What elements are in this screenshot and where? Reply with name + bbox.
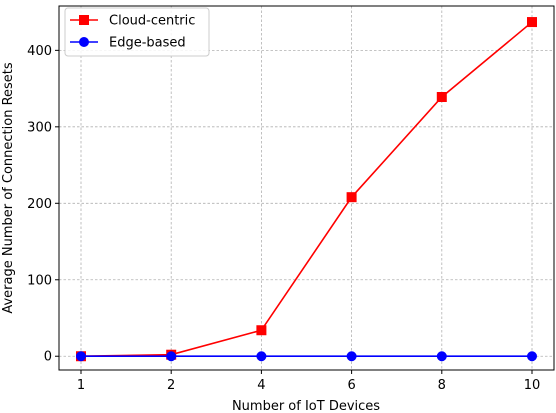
data-point-edge-based	[346, 351, 357, 362]
data-point-edge-based	[166, 351, 177, 362]
legend: Cloud-centric Edge-based	[64, 7, 210, 57]
x-tick-label: 8	[438, 378, 446, 393]
y-axis-label: Average Number of Connection Resets	[1, 62, 16, 314]
data-point-edge-based	[527, 351, 537, 362]
legend-frame	[64, 7, 210, 57]
x-tick-label: 4	[257, 378, 265, 393]
x-tick-label: 6	[347, 378, 355, 393]
x-axis-ticks: 1 2 4 6 8 10	[77, 370, 540, 393]
data-point-cloud-centric	[256, 325, 267, 336]
y-tick-label: 200	[27, 197, 52, 212]
legend-marker-cloud-centric	[79, 15, 89, 25]
y-tick-label: 0	[44, 350, 52, 365]
legend-label-edge-based: Edge-based	[109, 36, 186, 51]
series-cloud-centric	[76, 17, 537, 362]
x-tick-label: 2	[167, 378, 175, 393]
data-point-edge-based	[256, 351, 267, 362]
y-axis-ticks: 0 100 200 300 400	[27, 44, 59, 365]
grid-lines	[59, 6, 554, 370]
series-lines	[76, 17, 537, 362]
x-tick-label: 10	[524, 378, 541, 393]
series-line-cloud-centric	[80, 21, 533, 358]
series-edge-based	[76, 351, 537, 362]
legend-item-edge-based: Edge-based	[70, 36, 186, 51]
legend-item-cloud-centric: Cloud-centric	[70, 14, 195, 29]
x-tick-label: 1	[77, 378, 85, 393]
data-point-cloud-centric	[527, 17, 537, 28]
y-tick-label: 300	[27, 120, 52, 135]
y-tick-label: 400	[27, 44, 52, 59]
legend-label-cloud-centric: Cloud-centric	[109, 14, 195, 29]
data-point-cloud-centric	[346, 192, 357, 203]
plot-frame	[58, 5, 555, 371]
y-tick-label: 100	[27, 273, 52, 288]
data-point-edge-based	[436, 351, 447, 362]
legend-marker-edge-based	[79, 37, 89, 47]
data-point-cloud-centric	[436, 92, 447, 102]
data-point-edge-based	[76, 351, 86, 362]
x-axis-label: Number of IoT Devices	[232, 399, 380, 413]
